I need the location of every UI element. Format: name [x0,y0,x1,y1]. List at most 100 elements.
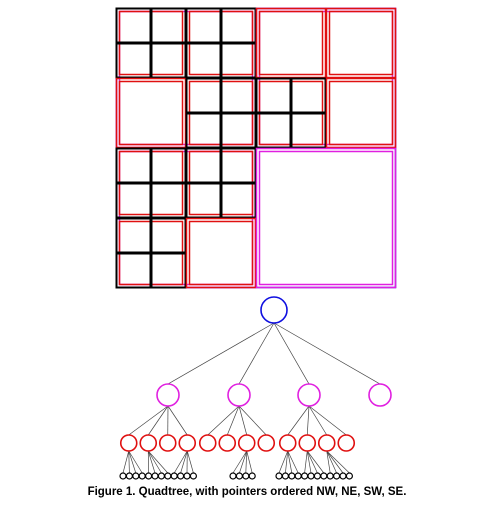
quad-cell-root-sw-nw-sw [115,182,152,219]
tree-node-root-ne-ne [218,434,237,452]
tree-node-root-ne-sw-nw [229,472,237,480]
tree-node-root-sw-ne [298,434,317,452]
quad-cell-root-nw-sw [115,77,187,149]
tree-node-root-se [368,383,392,407]
tree-node-root-ne [227,383,251,407]
tree-edge [287,450,293,474]
quad-cell-root-nw-se-se [220,112,257,149]
tree-edge [238,405,248,436]
quad-cell-root-sw-ne-nw [185,147,222,184]
tree-node-root-nw-se-nw [170,472,178,480]
tree-node-root [260,296,288,324]
tree-node-root-sw-sw-nw [326,472,334,480]
tree-edge [238,322,275,385]
tree-edge [326,450,337,474]
tree-node-root-ne-sw-sw [242,472,250,480]
tree-node-root-nw-se-se [189,472,197,480]
tree-edge [306,450,312,474]
tree-edge [273,322,310,385]
tree-edge [128,450,130,474]
quad-cell-root-sw-se [185,217,257,289]
tree-edge [147,450,169,474]
quad-cell-root-ne-sw-se [290,112,327,149]
tree-edge [306,405,310,436]
tree-edge [285,450,289,474]
tree-node-root-nw-nw-nw [119,472,127,480]
tree-edge [128,450,143,474]
tree-edge [306,450,318,474]
tree-node-root-sw-sw [317,434,336,452]
tree-edge [167,322,275,385]
tree-edge [207,405,240,436]
tree-edge [186,450,194,474]
quad-cell-root-nw-nw-nw [115,7,152,44]
tree-node-root-nw-ne-ne [151,472,159,480]
tree-node-root-sw-sw-ne [333,472,341,480]
tree-edge [326,450,350,474]
tree-node-root-sw-nw [278,434,297,452]
tree-edge [122,450,130,474]
tree-edge [245,450,248,474]
tree-edges [122,322,381,474]
tree-node-root-sw-ne-nw [301,472,309,480]
tree-node-root-nw-ne-sw [157,472,165,480]
quad-cell-root-sw-ne-sw [185,182,222,219]
quad-cell-root-nw-ne-sw [185,42,222,79]
quad-cell-root-nw-nw-ne [150,7,187,44]
tree-edge [308,405,328,436]
tree-node-root-ne-sw [237,434,256,452]
tree-edge [128,405,169,436]
quad-cell-root-ne-sw-sw [255,112,292,149]
tree-node-root-nw-se-ne [177,472,185,480]
tree-node-root-sw-ne-se [320,472,328,480]
tree-nodes [119,296,392,480]
tree-node-root-nw [156,383,180,407]
tree-node-root-nw-nw-se [138,472,146,480]
tree-node-root-nw-se [178,434,197,452]
tree-node-root-sw-ne-ne [307,472,315,480]
tree-node-root-sw-nw-sw [288,472,296,480]
quad-cell-root-nw-ne-nw [185,7,222,44]
tree-edge [232,450,248,474]
quad-cell-root-sw-ne-ne [220,147,257,184]
quad-cell-root-nw-se-ne [220,77,257,114]
tree-node-root-sw [297,383,321,407]
quad-cell-root-sw-sw-nw [115,217,152,254]
tree-edge [226,405,240,436]
tree-node-root-nw-ne [139,434,158,452]
tree-edge [238,405,267,436]
tree-edge [167,405,188,436]
tree-edge [173,450,188,474]
tree-node-root-nw-ne-nw [145,472,153,480]
tree-node-root-sw-nw-nw [275,472,283,480]
quad-cell-root-nw-se-sw [185,112,222,149]
quad-cell-root-sw-nw-nw [115,147,152,184]
tree-node-root-sw-sw-sw [339,472,347,480]
tree-node-root-sw-ne-sw [313,472,321,480]
quad-cell-root-sw-nw-ne [150,147,187,184]
tree-node-root-nw-nw-ne [125,472,133,480]
tree-node-root-ne-se [257,434,276,452]
quad-cell-root-ne-se [325,77,397,149]
tree-node-root-sw-nw-ne [281,472,289,480]
tree-node-root-nw-se-sw [183,472,191,480]
quad-cell-root-se [255,147,397,289]
tree-edge [278,450,289,474]
quad-cell-root-nw-ne-se [220,42,257,79]
tree-node-root-nw-nw [119,434,138,452]
quad-cell-root-ne-sw-nw [255,77,292,114]
quad-cell-root-sw-nw-se [150,182,187,219]
tree-edge [180,450,188,474]
tree-edge [308,405,347,436]
tree-node-root-nw-ne-se [164,472,172,480]
quad-cell-root-sw-ne-se [220,182,257,219]
tree-edge [246,450,253,474]
tree-edge [326,450,344,474]
tree-node-root-sw-nw-se [294,472,302,480]
tree-edge [287,405,310,436]
tree-node-root-nw-sw [158,434,177,452]
quad-cell-root-nw-ne-ne [220,7,257,44]
tree-edge [273,322,381,385]
quad-cell-root-nw-nw-sw [115,42,152,79]
quad-cell-root-sw-sw-sw [115,252,152,289]
